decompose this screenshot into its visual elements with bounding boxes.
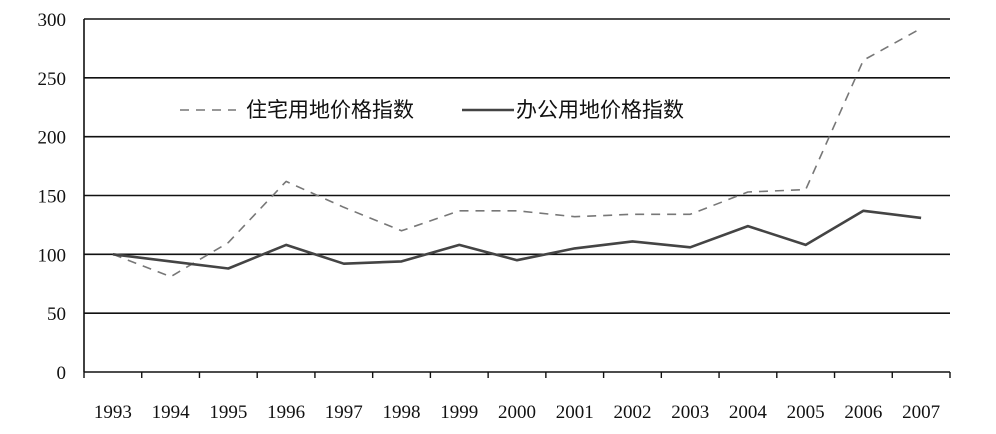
x-tick-label: 2007 (902, 402, 940, 423)
y-tick-label: 150 (38, 187, 67, 208)
x-tick-label: 1997 (325, 402, 363, 423)
y-tick-label: 0 (57, 363, 67, 384)
x-tick-label: 2000 (498, 402, 536, 423)
x-tick-label: 1996 (267, 402, 305, 423)
series-line-1 (112, 209, 922, 270)
axes (83, 19, 951, 378)
series-line-0 (112, 27, 922, 278)
y-tick-label: 50 (47, 304, 66, 325)
x-tick-label: 2003 (671, 402, 709, 423)
y-tick-label: 250 (38, 69, 67, 90)
x-tick-label: 2006 (844, 402, 882, 423)
legend: 住宅用地价格指数 办公用地价格指数 (180, 98, 684, 122)
x-tick-labels: 1993 1994 1995 1996 1997 1998 1999 2000 2001 2002… (94, 402, 940, 423)
x-tick-label: 2002 (613, 402, 651, 423)
y-tick-label: 100 (38, 245, 67, 266)
x-tick-label: 1999 (440, 402, 478, 423)
y-tick-label: 300 (38, 10, 67, 31)
y-tick-labels: 0 50 100 150 200 250 300 (38, 10, 67, 384)
gridlines (84, 18, 950, 314)
y-tick-label: 200 (38, 128, 67, 149)
x-tick-label: 1995 (209, 402, 247, 423)
x-tick-label: 1998 (383, 402, 421, 423)
x-tick-label: 2004 (729, 402, 768, 423)
x-tick-label: 1993 (94, 402, 132, 423)
legend-label-residential: 住宅用地价格指数 (246, 98, 414, 122)
series-lines (112, 27, 922, 278)
legend-label-office: 办公用地价格指数 (516, 98, 684, 122)
x-tick-label: 2001 (556, 402, 594, 423)
x-tick-label: 1994 (152, 402, 191, 423)
x-tick-label: 2005 (787, 402, 825, 423)
